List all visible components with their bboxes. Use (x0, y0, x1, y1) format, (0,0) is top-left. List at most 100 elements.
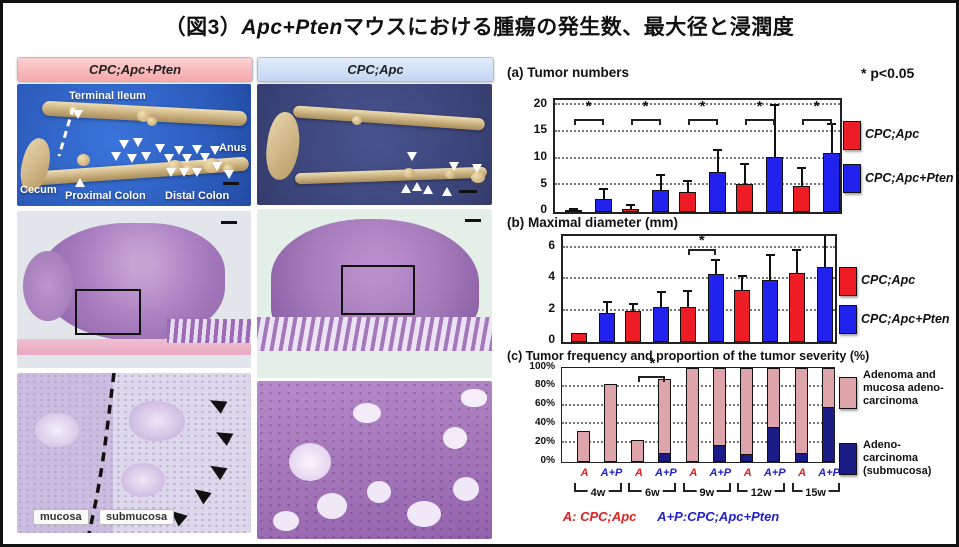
tumor-arrowhead-icon (224, 170, 234, 179)
error-bar-cap (656, 173, 665, 176)
error-bar-cap (740, 163, 749, 165)
error-bar-cap (599, 187, 608, 190)
tumor-bump (352, 116, 362, 125)
figure-title-gene: Apc+Pten (241, 16, 343, 39)
tumor-arrowhead-icon (212, 162, 222, 171)
error-bar-cap (656, 290, 666, 293)
y-tick-label: 20 (533, 95, 547, 110)
error-bar-cap (626, 204, 635, 207)
muscle-layer (17, 339, 251, 355)
gland-lumen (35, 413, 79, 447)
tumor-bump (403, 168, 415, 178)
gridline (555, 103, 840, 106)
gross-photo-apc (257, 84, 492, 205)
histology-low-apc (257, 209, 492, 378)
error-bar (659, 174, 662, 190)
inset-rectangle (75, 289, 141, 335)
chart-b-title: (b) Maximal diameter (mm) (507, 215, 679, 230)
significance-asterisk: * (698, 234, 705, 249)
error-bar (773, 105, 776, 158)
stacked-bar-submucosa (794, 452, 808, 462)
bar-cpc-apc-pten (762, 279, 779, 342)
inset-rectangle (341, 265, 415, 315)
bar-cpc-apc-pten (709, 172, 726, 212)
legend-label-cpc-apc: CPC;Apc (861, 273, 916, 287)
y-tick-label: 4 (548, 269, 555, 284)
error-bar (769, 254, 772, 280)
tumor-bump (183, 164, 195, 175)
abbreviation-caption: A: CPC;Apc A+P:CPC;Apc+Pten (445, 509, 897, 524)
gridline (555, 183, 840, 186)
error-bar-cap (737, 275, 747, 278)
significance-asterisk: * (813, 98, 820, 116)
significance-bracket (687, 248, 716, 255)
error-bar (795, 250, 798, 273)
error-bar (743, 164, 746, 185)
significance-asterisk: * (585, 98, 592, 116)
error-bar-cap (711, 259, 721, 262)
stacked-bar-4w-A (577, 430, 590, 462)
significance-asterisk: * (642, 98, 649, 116)
label-submucosa: submucosa (99, 509, 175, 525)
x-tick-label-A+P: A+P (709, 467, 732, 479)
significance-bracket (687, 118, 718, 125)
error-bar (632, 303, 635, 311)
gridline (563, 245, 835, 248)
legend-label-adenocarcinoma: Adeno-carcinoma (submucosa) (863, 439, 932, 477)
column-header-apc: CPC;Apc (257, 57, 494, 82)
bar-cpc-apc (679, 192, 696, 212)
error-bar (602, 188, 605, 200)
error-bar-cap (770, 104, 779, 107)
chart-b-plot: * (561, 234, 837, 344)
y-tick-label: 10 (533, 148, 547, 163)
y-tick-label: 60% (534, 398, 555, 410)
tumor-bump (223, 164, 234, 174)
bar-cpc-apc (625, 310, 642, 342)
group-label-12w: 12w (747, 487, 775, 499)
tumor-arrowhead-icon (407, 152, 417, 161)
error-bar-cap (628, 302, 638, 305)
bar-cpc-apc (736, 184, 753, 212)
gland-lumen (367, 481, 391, 503)
error-bar-cap (569, 208, 578, 211)
x-tick-label-A+P: A+P (600, 467, 623, 479)
y-tick-label: 2 (548, 300, 555, 315)
gland-lumen (129, 401, 185, 441)
figure-title-prefix: （図3） (164, 16, 242, 39)
error-bar (823, 236, 826, 268)
intestine-tube (292, 105, 486, 131)
tumor-arrowhead-icon (75, 178, 85, 187)
error-bar-cap (713, 149, 722, 152)
bar-cpc-apc-pten (816, 267, 833, 342)
bar-cpc-apc (734, 290, 751, 342)
region-divider-dashed-line (57, 107, 75, 157)
error-bar-cap (683, 179, 692, 182)
group-bracket-15w: 15w (791, 483, 840, 499)
x-tick-label-A+P: A+P (655, 467, 677, 479)
error-bar (686, 180, 689, 193)
stacked-bar-submucosa (658, 452, 672, 462)
y-tick-label: 0 (548, 332, 555, 347)
tumor-arrowhead-icon (192, 145, 202, 154)
bar-cpc-apc (571, 333, 587, 342)
group-label-4w: 4w (587, 487, 609, 499)
y-tick-label: 100% (529, 360, 555, 372)
chart-a-plot: * * * * * (553, 98, 842, 214)
label-distal-colon: Distal Colon (165, 190, 230, 202)
scale-bar (459, 190, 477, 193)
bar-cpc-apc-pten (595, 199, 612, 212)
error-bar (714, 260, 717, 274)
x-tick-label-A: A (798, 467, 807, 479)
error-bar-cap (683, 289, 693, 292)
x-tick-label-A: A (580, 467, 589, 479)
mucosa-submucosa-dashed-line (87, 373, 116, 533)
significance-bracket (637, 375, 665, 382)
group-bracket-9w: 9w (682, 483, 731, 499)
bar-cpc-apc (565, 210, 582, 212)
gland-lumen (121, 463, 165, 497)
histology-high-apc (257, 381, 492, 539)
gland-lumen (273, 511, 299, 531)
gland-lumen (353, 403, 381, 423)
tumor-arrowhead-icon (111, 152, 121, 161)
